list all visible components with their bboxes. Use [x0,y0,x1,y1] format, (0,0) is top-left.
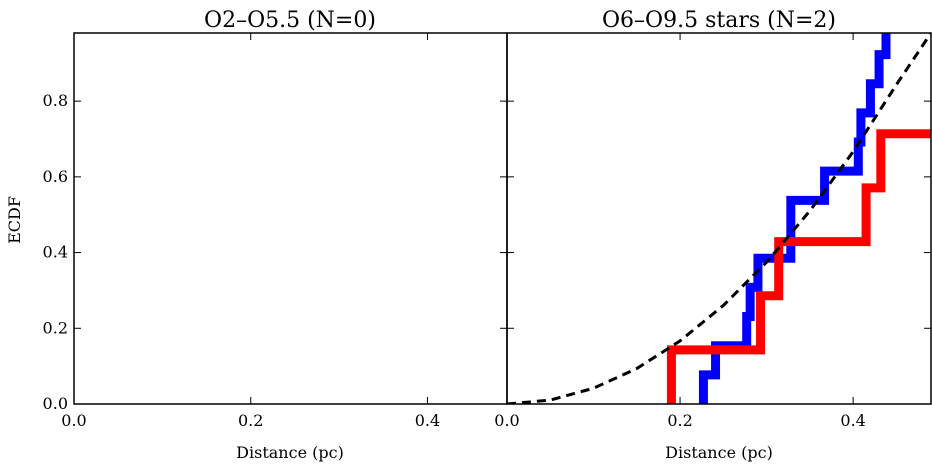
panel-o6-o9-5: O6–O9.5 stars (N=2) 0.0 0.2 0.4 Distance (… [494,8,932,462]
x-tick-label: 0.0 [61,411,86,430]
ecdf-series-blue [698,33,891,404]
panel-title: O2–O5.5 (N=0) [204,8,376,33]
x-tick-label: 0.2 [667,411,692,430]
plot-frame [73,32,508,405]
panel-o2-o5-5: O2–O5.5 (N=0) 0.0 0.2 0.4 0.0 0.2 0.4 0.6 0.8 D… [5,8,508,462]
y-tick-label: 0.6 [43,167,68,186]
x-tick-label: 0.4 [840,411,865,430]
panel-title: O6–O9.5 stars (N=2) [602,8,836,33]
y-axis-label: ECDF [5,196,24,244]
x-axis-label: Distance (pc) [665,443,773,462]
plot-frame [506,32,932,405]
x-tick-label: 0.2 [238,411,263,430]
reference-curve [507,33,931,404]
y-tick-label: 0.0 [43,394,68,413]
y-tick-label: 0.2 [43,318,68,337]
x-tick-label: 0.0 [494,411,519,430]
x-axis-label: Distance (pc) [236,443,344,462]
y-tick-label: 0.4 [43,243,68,262]
y-tick-label: 0.8 [43,91,68,110]
x-tick-label: 0.4 [415,411,440,430]
ecdf-series-red [666,129,931,404]
